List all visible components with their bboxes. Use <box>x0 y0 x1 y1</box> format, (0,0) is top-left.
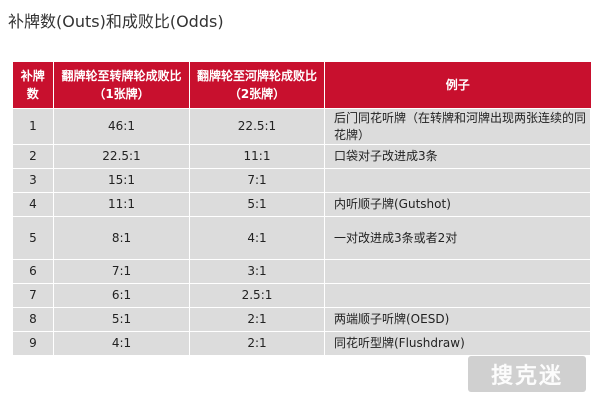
two-card-odds-cell: 11:1 <box>189 144 325 169</box>
two-card-odds-cell: 22.5:1 <box>189 108 325 145</box>
one-card-odds-cell: 8:1 <box>53 216 190 260</box>
one-card-odds-cell: 22.5:1 <box>53 144 190 169</box>
outs-cell: 6 <box>12 259 54 284</box>
two-card-odds-cell: 2:1 <box>189 331 325 356</box>
one-card-odds-cell: 6:1 <box>53 283 190 308</box>
two-card-odds-cell: 2:1 <box>189 307 325 332</box>
outs-cell: 2 <box>12 144 54 169</box>
two-card-odds-cell: 7:1 <box>189 168 325 193</box>
example-cell: 内听顺子牌(Gutshot) <box>324 192 591 217</box>
header-flop-to-turn: 翻牌轮至转牌轮成败比（1张牌） <box>53 62 190 109</box>
table-row: 1 46:1 22.5:1 后门同花听牌（在转牌和河牌出现两张连续的同花牌） <box>12 108 591 145</box>
one-card-odds-cell: 15:1 <box>53 168 190 193</box>
one-card-odds-cell: 11:1 <box>53 192 190 217</box>
one-card-odds-cell: 46:1 <box>53 108 190 145</box>
outs-cell: 5 <box>12 216 54 260</box>
outs-cell: 7 <box>12 283 54 308</box>
outs-cell: 9 <box>12 331 54 356</box>
page-title: 补牌数(Outs)和成败比(Odds) <box>8 12 224 31</box>
example-cell <box>324 283 591 308</box>
outs-cell: 4 <box>12 192 54 217</box>
outs-cell: 3 <box>12 168 54 193</box>
table-row: 3 15:1 7:1 <box>12 168 591 193</box>
outs-cell: 8 <box>12 307 54 332</box>
two-card-odds-cell: 3:1 <box>189 259 325 284</box>
odds-table: 补牌数 翻牌轮至转牌轮成败比（1张牌） 翻牌轮至河牌轮成败比（2张牌） 例子 1… <box>12 62 591 356</box>
table-row: 9 4:1 2:1 同花听型牌(Flushdraw) <box>12 331 591 356</box>
header-outs: 补牌数 <box>12 62 54 109</box>
example-cell: 口袋对子改进成3条 <box>324 144 591 169</box>
table-header-row: 补牌数 翻牌轮至转牌轮成败比（1张牌） 翻牌轮至河牌轮成败比（2张牌） 例子 <box>12 62 591 109</box>
example-cell: 同花听型牌(Flushdraw) <box>324 331 591 356</box>
watermark-logo: 搜克迷 <box>468 356 586 392</box>
one-card-odds-cell: 5:1 <box>53 307 190 332</box>
one-card-odds-cell: 4:1 <box>53 331 190 356</box>
two-card-odds-cell: 4:1 <box>189 216 325 260</box>
table-row: 4 11:1 5:1 内听顺子牌(Gutshot) <box>12 192 591 217</box>
one-card-odds-cell: 7:1 <box>53 259 190 284</box>
table-row: 7 6:1 2.5:1 <box>12 283 591 308</box>
example-cell: 后门同花听牌（在转牌和河牌出现两张连续的同花牌） <box>324 108 591 145</box>
table-row: 2 22.5:1 11:1 口袋对子改进成3条 <box>12 144 591 169</box>
header-turn-to-river: 翻牌轮至河牌轮成败比（2张牌） <box>189 62 325 109</box>
example-cell <box>324 168 591 193</box>
outs-cell: 1 <box>12 108 54 145</box>
table-row: 5 8:1 4:1 一对改进成3条或者2对 <box>12 216 591 260</box>
two-card-odds-cell: 2.5:1 <box>189 283 325 308</box>
two-card-odds-cell: 5:1 <box>189 192 325 217</box>
table-row: 6 7:1 3:1 <box>12 259 591 284</box>
example-cell: 两端顺子听牌(OESD) <box>324 307 591 332</box>
example-cell <box>324 259 591 284</box>
header-example: 例子 <box>324 62 591 109</box>
watermark-text: 搜克迷 <box>490 364 563 389</box>
example-cell: 一对改进成3条或者2对 <box>324 216 591 260</box>
table-row: 8 5:1 2:1 两端顺子听牌(OESD) <box>12 307 591 332</box>
